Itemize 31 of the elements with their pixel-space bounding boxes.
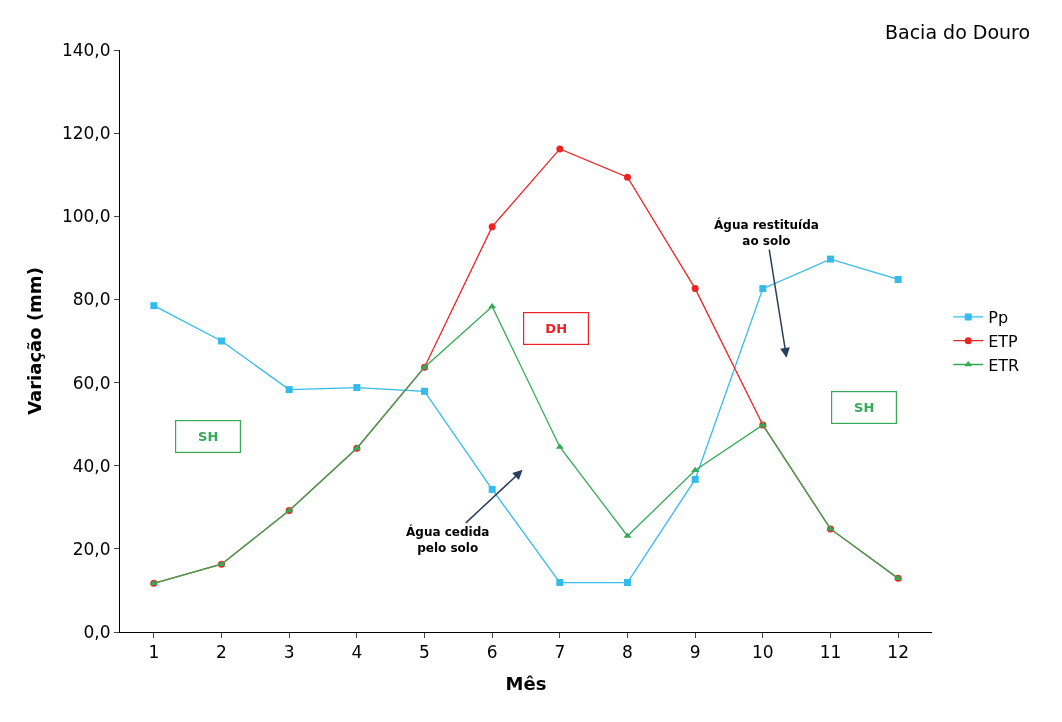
x-tick-label: 12 — [887, 642, 909, 663]
y-tick-label: 120,0 — [61, 123, 111, 144]
x-axis-title: Mês — [505, 672, 547, 694]
x-tick-label: 6 — [486, 642, 498, 663]
y-tick-label: 100,0 — [61, 206, 111, 227]
y-tick-label: 0,0 — [83, 621, 111, 642]
annotation: SH — [198, 429, 219, 445]
chart-title: Bacia do Douro — [885, 21, 1031, 44]
x-tick-label: 10 — [752, 642, 774, 663]
annotation: SH — [854, 400, 875, 416]
x-tick-label: 2 — [216, 642, 227, 663]
x-tick-label: 5 — [419, 642, 430, 663]
x-tick-label: 1 — [148, 642, 160, 663]
y-tick-label: 20,0 — [72, 538, 111, 559]
x-tick-label: 4 — [351, 642, 363, 663]
y-tick-label: 60,0 — [72, 372, 111, 393]
annotation: DH — [545, 321, 568, 337]
x-tick-label: 9 — [689, 642, 701, 663]
y-tick-label: 140,0 — [61, 39, 111, 60]
annotation: Água restituída ao solo — [714, 217, 819, 248]
y-tick-label: 80,0 — [72, 289, 111, 310]
x-tick-label: 7 — [554, 642, 566, 663]
annotation: Água cedida pelo solo — [406, 524, 490, 555]
x-tick-label: 8 — [622, 642, 633, 663]
y-tick-label: 40,0 — [72, 455, 111, 476]
legend-label: Pp — [988, 308, 1009, 328]
x-tick-label: 11 — [819, 642, 842, 663]
legend-label: ETP — [988, 331, 1019, 351]
x-tick-label: 3 — [283, 642, 295, 663]
legend-label: ETR — [988, 355, 1020, 375]
y-axis-title: Variação (mm) — [24, 267, 46, 415]
